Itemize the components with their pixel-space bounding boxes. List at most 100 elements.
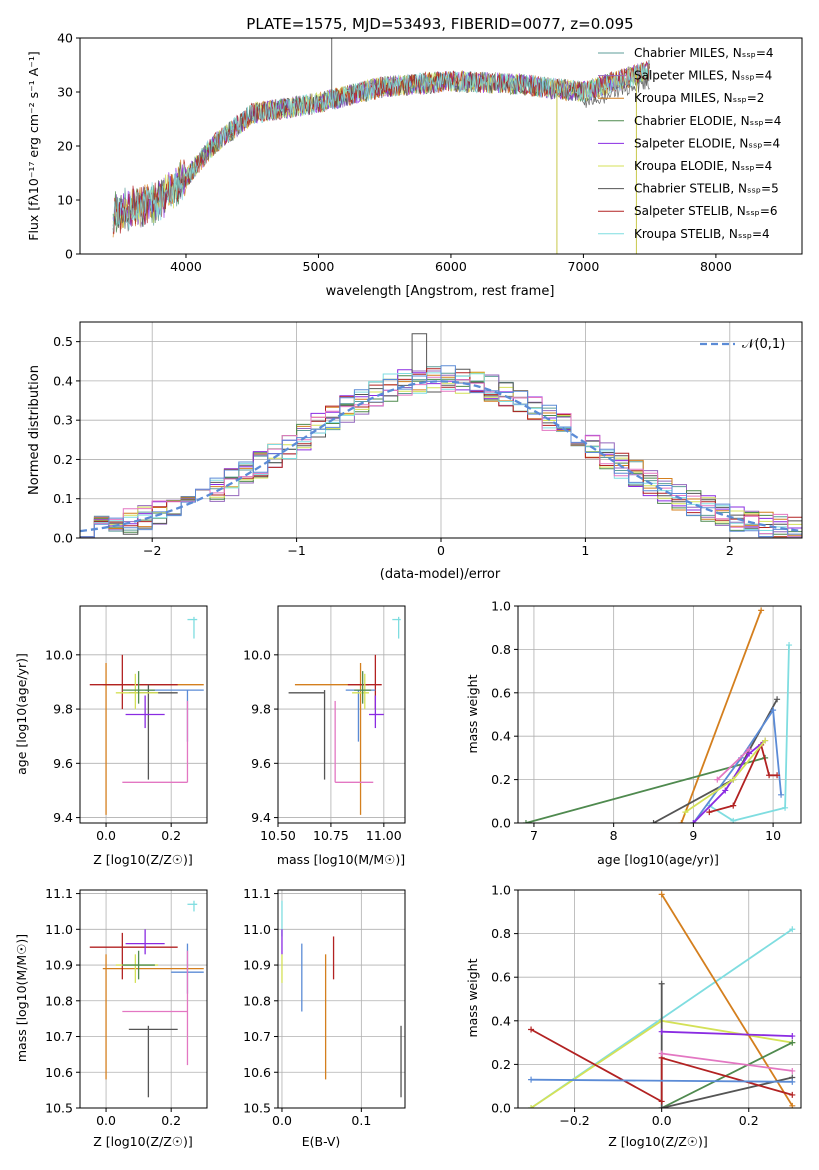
- weight-vs-Z-series-line: [531, 1078, 793, 1083]
- weight-vs-age-series-line: [716, 748, 750, 781]
- spectrum-legend-entry: Kroupa ELODIE, Nₛₛₚ=4: [634, 159, 772, 173]
- weight-vs-Z-series-line: [661, 1052, 793, 1072]
- weight-vs-age-series-line: [680, 609, 762, 823]
- weight-vs-Z-marker: [528, 1105, 535, 1108]
- spectrum-legend-entry: Kroupa STELIB, Nₛₛₚ=4: [634, 227, 770, 241]
- weight-vs-age-series-line: [708, 645, 790, 822]
- spectrum-legend-entry: Salpeter STELIB, Nₛₛₚ=6: [634, 204, 778, 218]
- residuals-xtick-label: 1: [581, 543, 589, 558]
- weight-vs-Z-plot-area: [528, 891, 796, 1108]
- residual-legend-entry: 𝒩(0,1): [742, 337, 785, 352]
- mass-vs-Z-plot-area: [89, 900, 204, 1098]
- residuals-xtick-label: 2: [726, 543, 734, 558]
- weight-vs-Z-xtick-label: −0.2: [559, 1113, 589, 1128]
- residuals-xtick-label: −1: [287, 543, 305, 558]
- weight-vs-age-marker: [766, 772, 773, 779]
- mass-vs-ebv-ytick-label: 10.8: [243, 993, 271, 1008]
- mass-vs-Z-ytick-label: 10.7: [45, 1029, 73, 1044]
- age-vs-Z-ytick-label: 10.0: [45, 647, 73, 662]
- age-vs-Z-ytick-label: 9.4: [53, 810, 73, 825]
- weight-vs-Z-marker: [789, 1039, 796, 1046]
- weight-vs-Z-marker: [789, 1033, 796, 1040]
- weight-vs-Z-marker: [658, 980, 665, 987]
- spectrum-xtick-label: 6000: [435, 259, 467, 274]
- age-vs-mass-frame: [277, 605, 406, 824]
- mass-vs-ebv-ytick-label: 10.7: [243, 1029, 271, 1044]
- weight-vs-Z-marker: [789, 1067, 796, 1074]
- weight-vs-age-panel: 7 8 9 10 0.0 0.2 0.4 0.6 0.8 1.0: [491, 599, 802, 843]
- weight-vs-age-series-line: [692, 739, 766, 823]
- weight-z-xlabel: Z [log10(Z/Z☉)]: [608, 1134, 708, 1149]
- weight-vs-Z-marker: [658, 1028, 665, 1035]
- mass-vs-Z-ytick-label: 11.0: [45, 922, 73, 937]
- weight-vs-age-xtick-label: 10: [765, 828, 781, 843]
- weight-vs-age-marker: [714, 776, 721, 783]
- weight-vs-Z-ytick-label: 0.6: [491, 970, 511, 985]
- weight-vs-Z-marker: [658, 1105, 665, 1108]
- spectrum-legend: Chabrier MILES, Nₛₛₚ=4 Salpeter MILES, Nₛ…: [598, 46, 781, 241]
- weight-vs-age-marker: [770, 707, 777, 714]
- mass-vs-Z-xtick-label: 0.2: [161, 1113, 181, 1128]
- spectrum-panel: 4000 5000 6000 7000 8000 0 10 20 30 40: [57, 31, 803, 274]
- mass-z-xlabel: Z [log10(Z/Z☉)]: [93, 1134, 193, 1149]
- spectrum-ytick-label: 40: [57, 31, 73, 46]
- age-vs-Z-plot-area: [89, 616, 204, 815]
- spectrum-xtick-label: 4000: [170, 259, 202, 274]
- spectrum-ytick-label: 0: [65, 247, 73, 262]
- weight-vs-age-marker: [682, 809, 689, 816]
- residuals-ytick-label: 0.3: [53, 413, 73, 428]
- mass-vs-ebv-ytick-label: 11.1: [243, 886, 271, 901]
- mass-vs-Z-ytick-label: 10.8: [45, 993, 73, 1008]
- weight-vs-age-frame: [517, 605, 802, 824]
- weight-vs-age-xtick-label: 8: [610, 828, 618, 843]
- spectrum-legend-entry: Salpeter MILES, Nₛₛₚ=4: [634, 69, 772, 83]
- weight-vs-age-marker: [786, 642, 793, 649]
- weight-vs-age-ytick-label: 0.8: [491, 642, 511, 657]
- mass-vs-ebv-frame: [277, 889, 406, 1109]
- mass-z-ylabel: mass [log10(M/M☉)]: [14, 934, 29, 1062]
- spectrum-plot-area: [112, 38, 651, 254]
- spectrum-xtick-label: 8000: [700, 259, 732, 274]
- age-vs-mass-panel: 10.50 10.75 11.00 9.4 9.6 9.8 10.0: [243, 605, 406, 843]
- weight-age-ylabel: mass weight: [465, 674, 480, 753]
- weight-vs-Z-marker: [528, 1026, 535, 1033]
- weight-vs-age-plot-area: [522, 607, 793, 823]
- weight-vs-age-marker: [730, 802, 737, 809]
- weight-vs-Z-marker: [658, 1098, 665, 1105]
- weight-vs-age-marker: [782, 804, 789, 811]
- weight-vs-Z-ytick-label: 1.0: [491, 883, 511, 898]
- weight-vs-Z-ytick-label: 0.0: [491, 1101, 511, 1116]
- weight-vs-age-ytick-label: 1.0: [491, 599, 511, 614]
- residuals-xlabel: (data-model)/error: [380, 567, 501, 582]
- spectrum-ylabel: Flux [fλ10⁻¹⁷ erg cm⁻² s⁻¹ A⁻¹]: [26, 51, 41, 240]
- spectrum-xtick-label: 7000: [568, 259, 600, 274]
- mass-ebv-xlabel: E(B-V): [302, 1134, 341, 1149]
- weight-vs-age-marker: [762, 737, 769, 744]
- weight-vs-Z-marker: [528, 1076, 535, 1083]
- age-z-xlabel: Z [log10(Z/Z☉)]: [93, 852, 193, 867]
- weight-vs-age-marker: [746, 746, 753, 753]
- mass-vs-ebv-xtick-label: 0.0: [272, 1113, 292, 1128]
- weight-vs-Z-marker: [789, 1091, 796, 1098]
- spectrum-legend-entry: Chabrier STELIB, Nₛₛₚ=5: [634, 182, 779, 196]
- age-vs-Z-xtick-label: 0.0: [96, 828, 116, 843]
- weight-z-ylabel: mass weight: [465, 958, 480, 1037]
- spectrum-ytick-label: 20: [57, 139, 73, 154]
- weight-age-xlabel: age [log10(age/yr)]: [597, 852, 719, 867]
- weight-vs-Z-ytick-label: 0.4: [491, 1013, 511, 1028]
- spectrum-ytick-label: 30: [57, 85, 73, 100]
- mass-vs-ebv-ytick-label: 10.5: [243, 1101, 271, 1116]
- age-vs-mass-ytick-label: 9.4: [251, 810, 271, 825]
- weight-vs-Z-marker: [658, 891, 665, 898]
- spectrum-xtick-label: 5000: [303, 259, 335, 274]
- mass-vs-Z-ytick-label: 10.9: [45, 958, 73, 973]
- spectrum-series-line: [112, 60, 651, 235]
- weight-vs-age-ytick-label: 0.6: [491, 685, 511, 700]
- age-vs-mass-ytick-label: 9.8: [251, 702, 271, 717]
- spectrum-series-line: [112, 61, 651, 232]
- mass-vs-Z-frame: [79, 889, 208, 1109]
- weight-vs-age-series-line: [653, 698, 778, 823]
- weight-vs-Z-xtick-label: 0.0: [652, 1113, 672, 1128]
- spectrum-legend-entry: Chabrier ELODIE, Nₛₛₚ=4: [634, 114, 781, 128]
